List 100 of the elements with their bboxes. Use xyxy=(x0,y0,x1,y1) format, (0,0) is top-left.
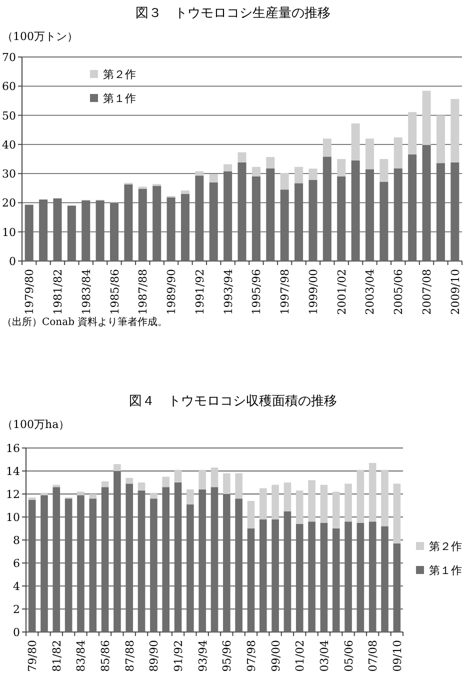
bar xyxy=(294,166,304,184)
legend-label: 第１作 xyxy=(429,564,462,577)
bar xyxy=(224,164,232,172)
bar xyxy=(308,168,318,180)
x-tick-label: 1985/86 xyxy=(108,269,122,315)
y-tick-label: 8 xyxy=(13,534,20,547)
x-tick-label: 1989/90 xyxy=(165,269,178,315)
x-tick-label: 2003/04 xyxy=(364,269,377,315)
x-tick-label: 2005/06 xyxy=(392,269,406,315)
y-tick-label: 50 xyxy=(2,109,16,122)
y-tick-label: 0 xyxy=(9,255,16,268)
bar xyxy=(150,492,158,499)
bar xyxy=(126,478,134,484)
y-tick-label: 16 xyxy=(6,442,20,455)
bar xyxy=(28,497,36,500)
y-tick-label: 10 xyxy=(2,226,16,239)
bar xyxy=(320,484,328,523)
legend-label: 第１作 xyxy=(103,92,136,105)
bar xyxy=(308,480,316,522)
x-tick-label: 2007/08 xyxy=(420,269,434,315)
text: （出所）Conab 資料より筆者作成。 xyxy=(2,316,168,328)
bar xyxy=(332,492,340,528)
x-tick-label: 85/86 xyxy=(99,640,112,672)
bar xyxy=(394,137,402,168)
bar xyxy=(252,166,260,176)
x-tick-label: 87/88 xyxy=(123,640,136,672)
bar xyxy=(280,172,289,190)
bar xyxy=(235,473,242,499)
x-tick-label: 93/94 xyxy=(196,640,210,672)
y-tick-label: 70 xyxy=(2,51,16,64)
legend-label: 第２作 xyxy=(103,68,136,81)
bar xyxy=(101,481,109,488)
bar xyxy=(198,470,206,490)
y-tick-label: 14 xyxy=(6,465,20,478)
bar xyxy=(422,90,431,146)
y-axis-title: （100万トン） xyxy=(2,30,78,43)
y-tick-label: 12 xyxy=(6,488,20,501)
bar xyxy=(247,500,255,528)
x-tick-label: 1997/98 xyxy=(278,269,292,315)
bar xyxy=(77,492,84,496)
x-tick-label: 79/80 xyxy=(26,640,40,672)
chart-title: 図４ トウモロコシ収穫面積の推移 xyxy=(129,394,337,409)
x-tick-label: 99/00 xyxy=(269,640,282,672)
x-tick-label: 1981/82 xyxy=(51,269,64,315)
bar xyxy=(344,484,352,522)
x-tick-label: 1995/96 xyxy=(250,269,264,315)
bar xyxy=(393,484,401,544)
x-tick-label: 09/10 xyxy=(390,640,404,672)
legend-label: 第２作 xyxy=(429,540,462,553)
x-tick-label: 91/92 xyxy=(172,640,186,672)
bar xyxy=(284,482,292,512)
bar xyxy=(40,492,48,496)
bar xyxy=(89,494,97,499)
chart-title: 図３ トウモロコシ生産量の推移 xyxy=(136,5,330,21)
bar xyxy=(162,476,170,488)
bar xyxy=(450,98,460,162)
x-tick-label: 01/02 xyxy=(294,640,307,672)
bar xyxy=(337,159,346,176)
y-axis-title: （100万ha） xyxy=(2,418,70,431)
x-tick-label: 1991/92 xyxy=(193,269,206,315)
y-tick-label: 6 xyxy=(13,557,20,570)
x-tick-label: 83/84 xyxy=(74,640,88,672)
bar xyxy=(272,484,279,520)
x-tick-label: 1983/84 xyxy=(80,269,93,315)
x-tick-label: 1999/00 xyxy=(306,269,320,315)
bar xyxy=(174,470,182,482)
bar xyxy=(408,112,417,154)
x-tick-label: 81/82 xyxy=(50,640,64,672)
bar xyxy=(209,174,218,182)
bar xyxy=(351,123,360,160)
bar xyxy=(356,470,364,523)
bar xyxy=(365,138,374,170)
x-tick-label: 07/08 xyxy=(366,640,380,672)
bar xyxy=(114,464,121,471)
bar xyxy=(238,152,246,162)
bar xyxy=(180,190,190,194)
bar xyxy=(368,462,376,522)
y-tick-label: 0 xyxy=(13,626,20,639)
x-tick-label: 1993/94 xyxy=(222,269,235,315)
bar xyxy=(322,138,332,157)
y-tick-label: 20 xyxy=(2,196,16,210)
bar xyxy=(381,470,388,526)
bar xyxy=(266,156,275,168)
y-tick-label: 4 xyxy=(13,580,20,593)
y-tick-label: 30 xyxy=(2,168,16,181)
x-tick-label: 89/90 xyxy=(148,640,161,672)
bar xyxy=(138,482,146,491)
bar xyxy=(195,171,204,176)
bar xyxy=(259,488,267,520)
bar xyxy=(296,490,304,524)
x-tick-label: 05/06 xyxy=(342,640,356,672)
x-tick-label: 2009/10 xyxy=(448,269,462,315)
x-tick-label: 95/96 xyxy=(220,640,234,672)
x-tick-label: 1979/80 xyxy=(23,269,36,315)
x-tick-label: 97/98 xyxy=(244,640,258,672)
bar xyxy=(380,159,388,182)
bar xyxy=(223,473,230,494)
y-tick-label: 10 xyxy=(6,511,20,524)
bar xyxy=(436,115,445,164)
x-tick-label: 03/04 xyxy=(318,640,331,672)
